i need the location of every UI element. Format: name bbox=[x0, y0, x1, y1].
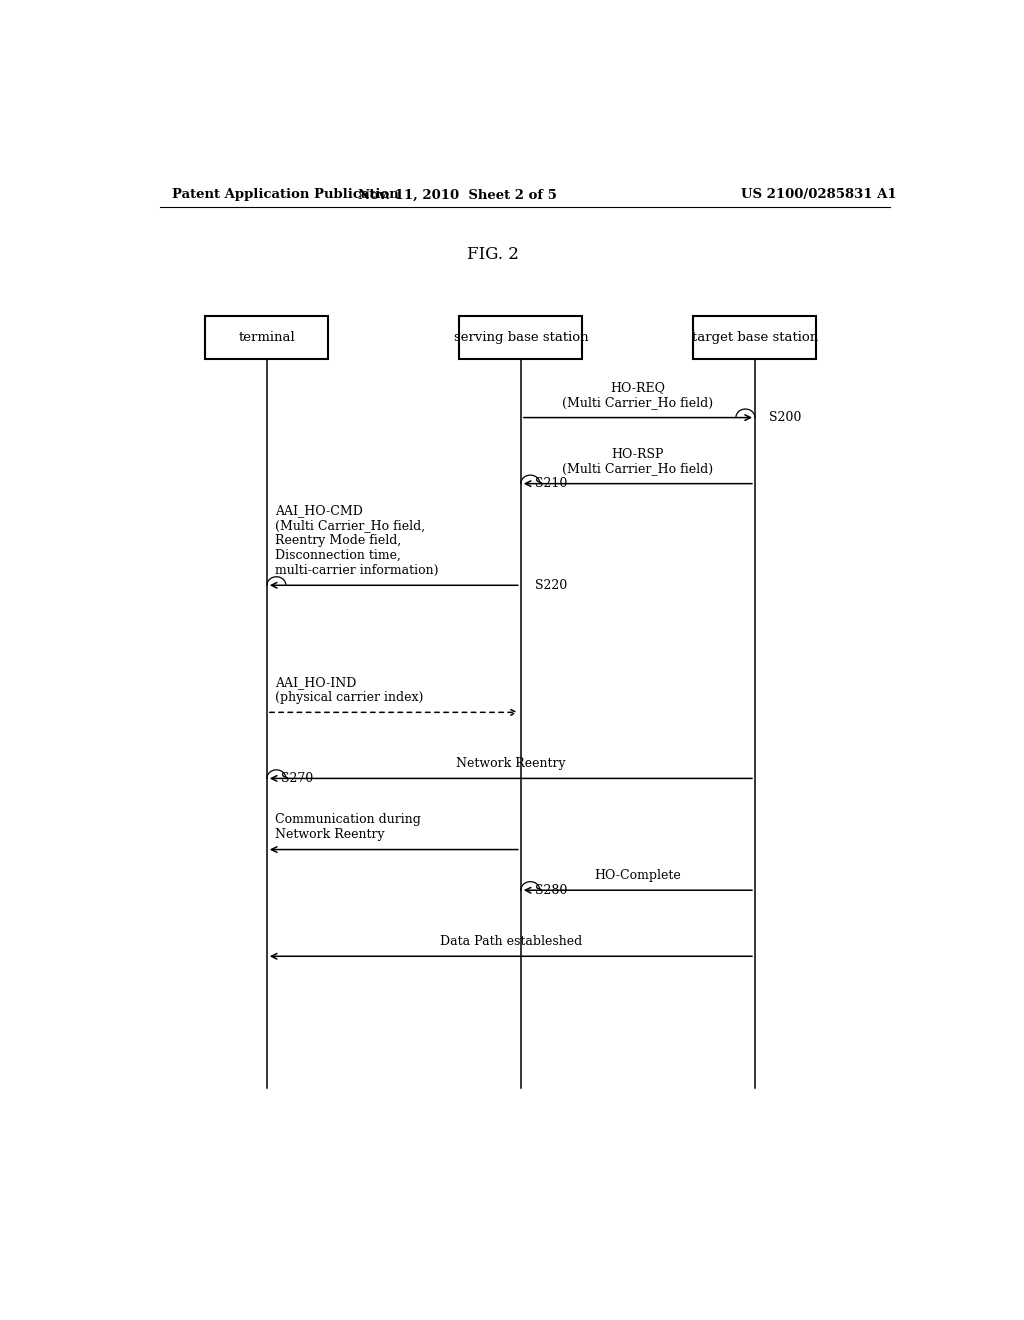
Bar bbox=[206, 315, 329, 359]
Text: target base station: target base station bbox=[692, 331, 818, 343]
Text: S200: S200 bbox=[769, 411, 802, 424]
Text: S280: S280 bbox=[536, 883, 567, 896]
Text: HO-REQ
(Multi Carrier_Ho field): HO-REQ (Multi Carrier_Ho field) bbox=[562, 381, 714, 409]
Text: Network Reentry: Network Reentry bbox=[456, 758, 565, 771]
Text: serving base station: serving base station bbox=[454, 331, 588, 343]
Text: terminal: terminal bbox=[239, 331, 295, 343]
Text: Nov. 11, 2010  Sheet 2 of 5: Nov. 11, 2010 Sheet 2 of 5 bbox=[358, 189, 557, 202]
Text: AAI_HO-IND
(physical carrier index): AAI_HO-IND (physical carrier index) bbox=[274, 676, 423, 704]
Text: HO-RSP
(Multi Carrier_Ho field): HO-RSP (Multi Carrier_Ho field) bbox=[562, 447, 714, 475]
Text: US 2100/0285831 A1: US 2100/0285831 A1 bbox=[740, 189, 896, 202]
Text: FIG. 2: FIG. 2 bbox=[467, 247, 519, 264]
Text: Communication during
Network Reentry: Communication during Network Reentry bbox=[274, 813, 421, 841]
Bar bbox=[460, 315, 583, 359]
Text: HO-Complete: HO-Complete bbox=[595, 869, 681, 882]
Text: Patent Application Publication: Patent Application Publication bbox=[172, 189, 398, 202]
Text: S210: S210 bbox=[536, 477, 567, 490]
Text: S220: S220 bbox=[536, 578, 567, 591]
Bar bbox=[693, 315, 816, 359]
Text: AAI_HO-CMD
(Multi Carrier_Ho field,
Reentry Mode field,
Disconnection time,
mult: AAI_HO-CMD (Multi Carrier_Ho field, Reen… bbox=[274, 504, 438, 577]
Text: Data Path estableshed: Data Path estableshed bbox=[439, 935, 582, 948]
Text: S270: S270 bbox=[282, 772, 313, 785]
